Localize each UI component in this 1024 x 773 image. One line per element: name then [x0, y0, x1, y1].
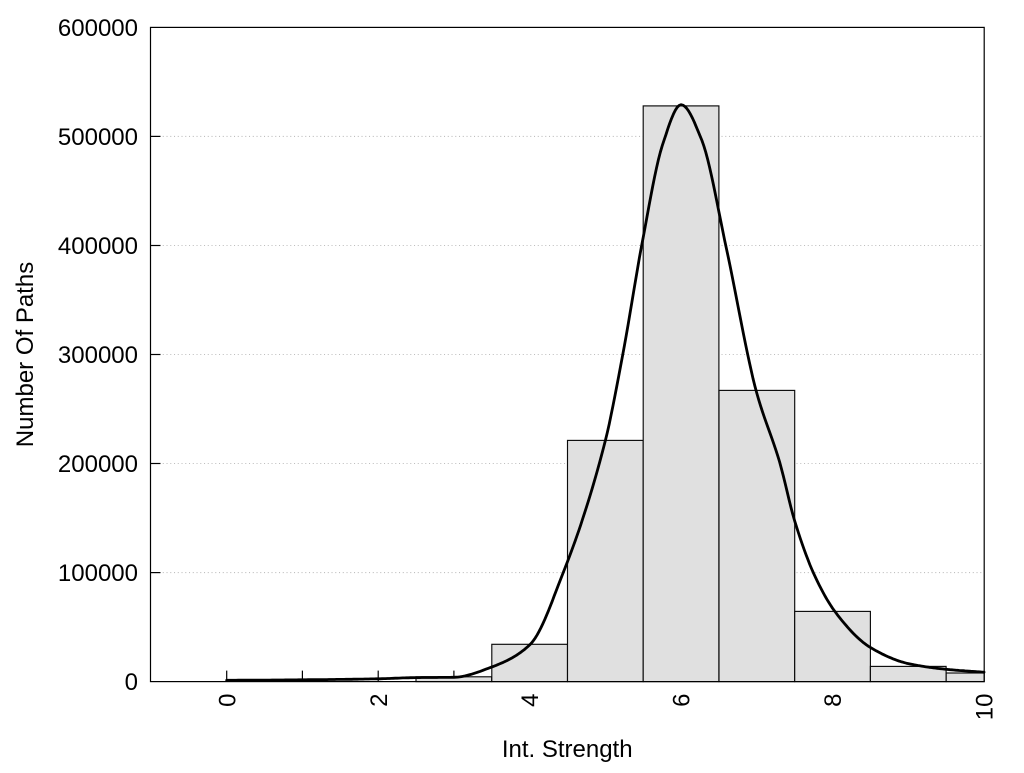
svg-text:500000: 500000	[58, 124, 138, 151]
svg-text:Int. Strength: Int. Strength	[502, 736, 633, 763]
svg-text:100000: 100000	[58, 560, 138, 587]
svg-text:2: 2	[366, 694, 393, 707]
svg-text:0: 0	[125, 669, 138, 696]
svg-text:600000: 600000	[58, 15, 138, 42]
svg-text:200000: 200000	[58, 451, 138, 478]
svg-text:10: 10	[972, 694, 999, 721]
svg-text:300000: 300000	[58, 342, 138, 369]
svg-text:6: 6	[669, 694, 696, 707]
svg-text:Number Of Paths: Number Of Paths	[12, 262, 39, 447]
svg-text:8: 8	[820, 694, 847, 707]
svg-text:4: 4	[517, 694, 544, 707]
svg-text:0: 0	[214, 694, 241, 707]
svg-text:400000: 400000	[58, 233, 138, 260]
